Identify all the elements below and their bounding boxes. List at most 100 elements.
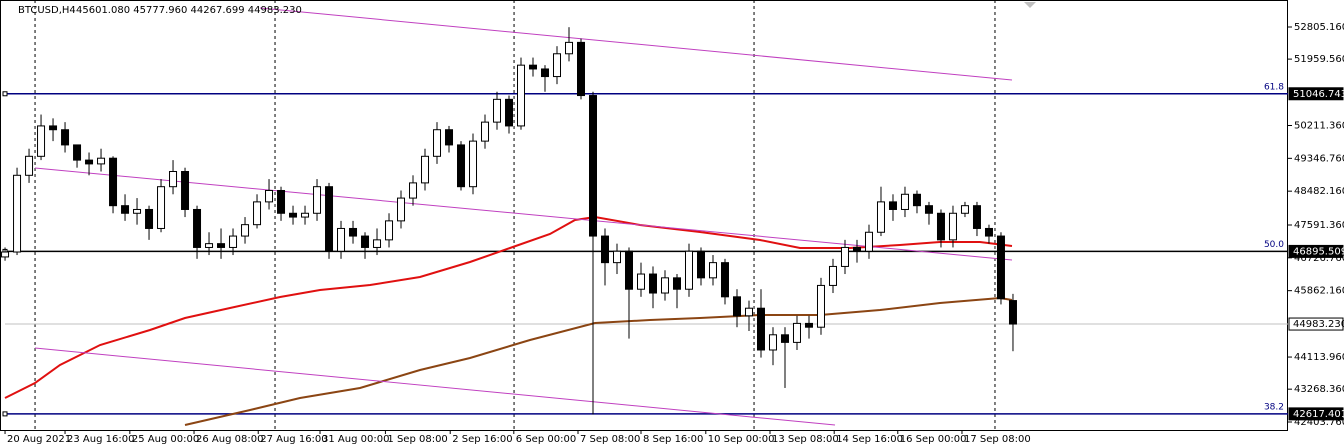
- y-tick-label: 43268.360: [1294, 384, 1344, 395]
- fib-label: 61.8: [1264, 82, 1284, 92]
- x-tick-label: 27 Aug 16:00: [260, 434, 327, 445]
- candle-body: [768, 334, 777, 351]
- x-tick-label: 20 Aug 2021: [7, 434, 71, 445]
- symbol: BTCUSD,H4: [18, 5, 76, 16]
- candle-body: [505, 98, 514, 127]
- candle-body: [421, 155, 430, 184]
- price-box: [1288, 317, 1344, 331]
- price-box-label: 44983.230: [1293, 319, 1344, 330]
- candle-body: [445, 129, 454, 146]
- candle-body: [97, 157, 106, 165]
- candle-body: [816, 284, 825, 328]
- candle-body: [433, 129, 442, 157]
- candle-body: [660, 277, 669, 294]
- price-box-label: 51046.743: [1293, 89, 1344, 100]
- candle-body: [888, 201, 897, 210]
- candle-body: [828, 265, 837, 286]
- candle-body: [1008, 300, 1017, 325]
- candle-body: [181, 170, 190, 210]
- y-tick-label: 46726.760: [1294, 253, 1344, 264]
- y-tick-label: 49346.760: [1294, 153, 1344, 164]
- x-tick-label: 6 Sep 00:00: [516, 434, 576, 445]
- candle-body: [852, 246, 861, 252]
- overlay-line: [34, 167, 1013, 261]
- y-tick-label: 47591.360: [1294, 220, 1344, 231]
- candle-body: [13, 174, 22, 253]
- y-tick-label: 51959.560: [1294, 54, 1344, 65]
- candle-body: [385, 220, 394, 241]
- candle-body: [217, 243, 226, 248]
- candle-body: [696, 250, 705, 279]
- candle-body: [517, 64, 526, 127]
- y-tick-label: 48482.160: [1294, 186, 1344, 197]
- candle-body: [792, 322, 801, 343]
- candle-body: [205, 243, 214, 248]
- candle-body: [37, 125, 46, 157]
- candle-body: [756, 307, 765, 351]
- candle-body: [613, 250, 622, 264]
- candle-body: [912, 193, 921, 207]
- candle-body: [565, 41, 574, 55]
- x-tick-label: 8 Sep 16:00: [643, 434, 703, 445]
- candle-body: [361, 235, 370, 248]
- candle-body: [684, 250, 693, 290]
- candle-body: [577, 41, 586, 97]
- x-tick-label: 13 Sep 08:00: [772, 434, 839, 445]
- candle-body: [553, 53, 562, 78]
- candle-body: [972, 205, 981, 229]
- candle-body: [337, 227, 346, 252]
- candle-body: [301, 212, 310, 218]
- candle-body: [289, 212, 298, 218]
- candle-body: [493, 98, 502, 123]
- quote: 45601.080 45777.960 44267.699 44983.230: [76, 5, 302, 16]
- candle-body: [924, 205, 933, 214]
- candle-body: [840, 246, 849, 267]
- candle-body: [720, 262, 729, 298]
- candle-body: [229, 235, 238, 248]
- candle-body: [469, 140, 478, 188]
- candle-body: [601, 235, 610, 264]
- price-box: [1288, 407, 1344, 421]
- candle-body: [49, 125, 58, 131]
- candle-body: [876, 201, 885, 233]
- fib-label: 50.0: [1264, 240, 1284, 250]
- x-tick-label: 31 Aug 00:00: [322, 434, 389, 445]
- candle-body: [984, 227, 993, 237]
- candle-body: [708, 262, 717, 279]
- candle-body: [936, 212, 945, 241]
- price-box-label: 42617.401: [1293, 409, 1344, 420]
- overlay-line: [4, 215, 1013, 399]
- y-tick-label: 42403.760: [1294, 417, 1344, 428]
- y-tick-label: 45862.160: [1294, 286, 1344, 297]
- candle-body: [948, 212, 957, 241]
- candle-body: [864, 231, 873, 252]
- candle-body: [73, 144, 82, 161]
- candle-body: [109, 157, 118, 207]
- x-tick-label: 7 Sep 08:00: [580, 434, 640, 445]
- candle-body: [648, 273, 657, 294]
- y-tick-label: 44113.960: [1294, 352, 1344, 363]
- candle-body: [121, 205, 130, 214]
- level-anchor: [2, 91, 8, 97]
- plot-layer: [1, 0, 1288, 430]
- x-tick-label: 10 Sep 00:00: [708, 434, 775, 445]
- x-tick-label: 17 Sep 08:00: [964, 434, 1031, 445]
- candle-body: [481, 121, 490, 142]
- x-tick-label: 23 Aug 16:00: [67, 434, 134, 445]
- price-box: [1288, 87, 1344, 101]
- y-tick-label: 50211.360: [1294, 120, 1344, 131]
- x-tick-label: 26 Aug 08:00: [196, 434, 263, 445]
- candle-body: [732, 296, 741, 317]
- candle-body: [960, 205, 969, 214]
- candle-body: [804, 322, 813, 328]
- candle-body: [397, 197, 406, 222]
- candle-body: [265, 189, 274, 203]
- shift-marker: [1024, 2, 1036, 8]
- candle-body: [637, 273, 646, 290]
- level-anchor: [2, 411, 8, 417]
- plot-frame: [0, 0, 1288, 431]
- candle-body: [529, 64, 538, 70]
- candle-body: [996, 235, 1005, 300]
